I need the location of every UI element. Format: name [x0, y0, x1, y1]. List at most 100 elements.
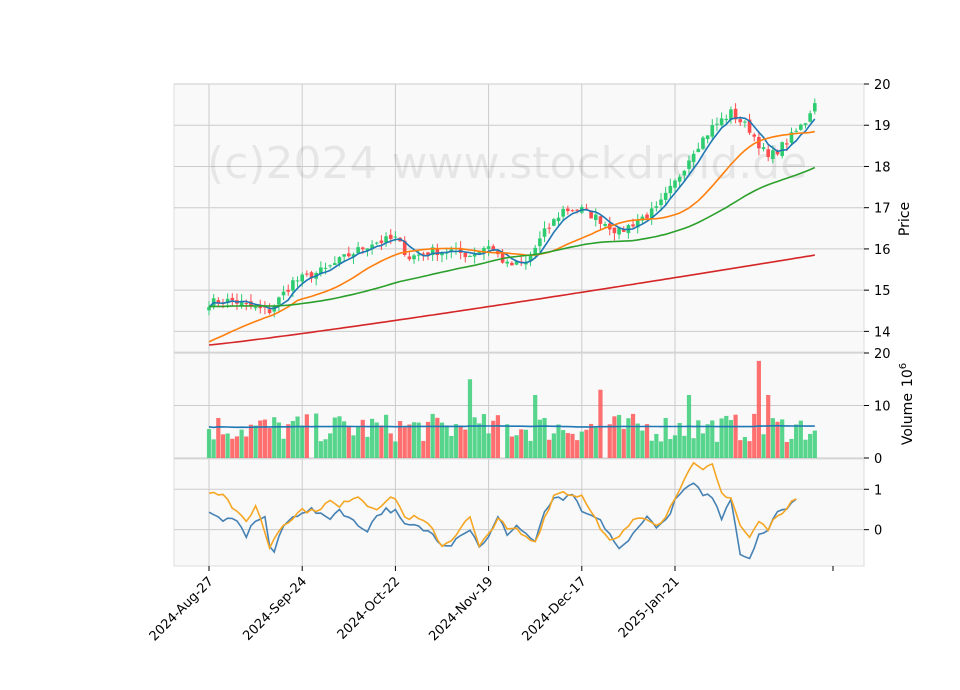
candle-body [785, 143, 789, 145]
candle-body [430, 247, 435, 256]
volume-bar [402, 427, 407, 458]
volume-bar [328, 433, 333, 458]
volume-bar [286, 424, 291, 458]
volume-bar [612, 416, 617, 458]
volume-bar [589, 423, 594, 458]
volume-exponent: 6 [898, 363, 909, 369]
candle-body [216, 300, 221, 304]
volume-bar [630, 413, 636, 458]
volume-bar [230, 438, 235, 458]
volume-bar [258, 420, 263, 458]
candle-body [491, 246, 496, 250]
volume-bar [789, 438, 794, 458]
candle-body [323, 267, 328, 269]
candle-body [528, 255, 533, 262]
price-tick-label: 18 [874, 160, 891, 175]
volume-axis-label: Volume 106 [898, 363, 916, 445]
candle-body [337, 257, 342, 264]
x-tick-label: 2025-Jan-21 [616, 574, 683, 641]
candle-body [757, 137, 761, 149]
volume-bar [672, 435, 678, 458]
candle-body [412, 255, 416, 260]
candle-body [351, 254, 356, 257]
candle-body [603, 223, 607, 226]
candle-body [743, 121, 747, 123]
candle-body [761, 147, 766, 150]
candle-body [724, 118, 729, 121]
volume-bar [682, 435, 687, 458]
candle-body [799, 124, 803, 130]
volume-bar [365, 436, 370, 458]
candle-body [738, 119, 743, 123]
volume-bar [346, 426, 351, 458]
candle-body [771, 150, 775, 160]
candle-body [617, 227, 621, 235]
candle-body [589, 210, 593, 219]
candle-body [435, 248, 440, 256]
oscillator-tick-label: 0 [874, 524, 882, 539]
volume-tick-label: 0 [874, 452, 882, 467]
candle-body [649, 208, 654, 219]
candle-body [747, 119, 752, 133]
volume-bar [300, 425, 305, 458]
volume-bar [635, 423, 640, 458]
volume-bar [598, 389, 603, 458]
volume-bar [654, 433, 659, 458]
candle-body [277, 297, 281, 305]
volume-bar [495, 415, 501, 458]
candle-body [635, 220, 640, 228]
volume-bar [388, 433, 393, 458]
volume-bar [491, 420, 496, 458]
volume-tick-label: 20 [874, 347, 891, 362]
candle-body [808, 113, 812, 122]
ma-line-5 [208, 116, 816, 310]
candle-body [416, 254, 421, 256]
volume-bar [290, 420, 295, 458]
candle-body [514, 261, 519, 265]
volume-bar [677, 423, 682, 458]
candle-body [710, 125, 715, 137]
price-tick-label: 17 [874, 202, 891, 217]
candle-body [803, 123, 808, 125]
volume-bar [421, 440, 426, 458]
volume-bar [318, 441, 323, 458]
candle-body [347, 253, 351, 257]
volume-bar [691, 438, 696, 458]
volume-bar [579, 431, 584, 458]
volume-bar [304, 414, 309, 458]
candle-body [780, 142, 784, 156]
candle-body [533, 247, 537, 255]
x-tick-label: 2024-Oct-22 [335, 574, 403, 642]
volume-bar [467, 379, 473, 458]
volume-bar [542, 417, 547, 458]
volume-bar [220, 434, 226, 458]
volume-bar [565, 433, 570, 458]
volume-bar [276, 422, 281, 458]
candle-body [654, 206, 659, 208]
volume-bar [626, 418, 631, 458]
volume-bar [374, 422, 379, 458]
price-tick-label: 20 [874, 78, 891, 93]
candle-body [360, 247, 365, 250]
candle-body [244, 303, 249, 305]
volume-bar [700, 433, 706, 458]
candle-body [593, 214, 598, 221]
price-tick-label: 16 [874, 243, 891, 258]
candle-body [482, 248, 486, 254]
candle-body [300, 274, 304, 282]
volume-bar [640, 430, 645, 458]
candle-body [393, 236, 398, 238]
candle-body [696, 148, 701, 153]
volume-bar [770, 418, 775, 458]
volume-bar [206, 429, 212, 458]
volume-bar [342, 421, 347, 458]
candle-body [388, 234, 393, 239]
candle-body [342, 254, 346, 257]
volume-bar [453, 424, 459, 458]
price-tick-label: 19 [874, 119, 891, 134]
candle-body [542, 228, 547, 237]
price-tick-label: 14 [874, 325, 891, 340]
volume-bar [556, 424, 561, 458]
volume-average-line [208, 424, 815, 429]
